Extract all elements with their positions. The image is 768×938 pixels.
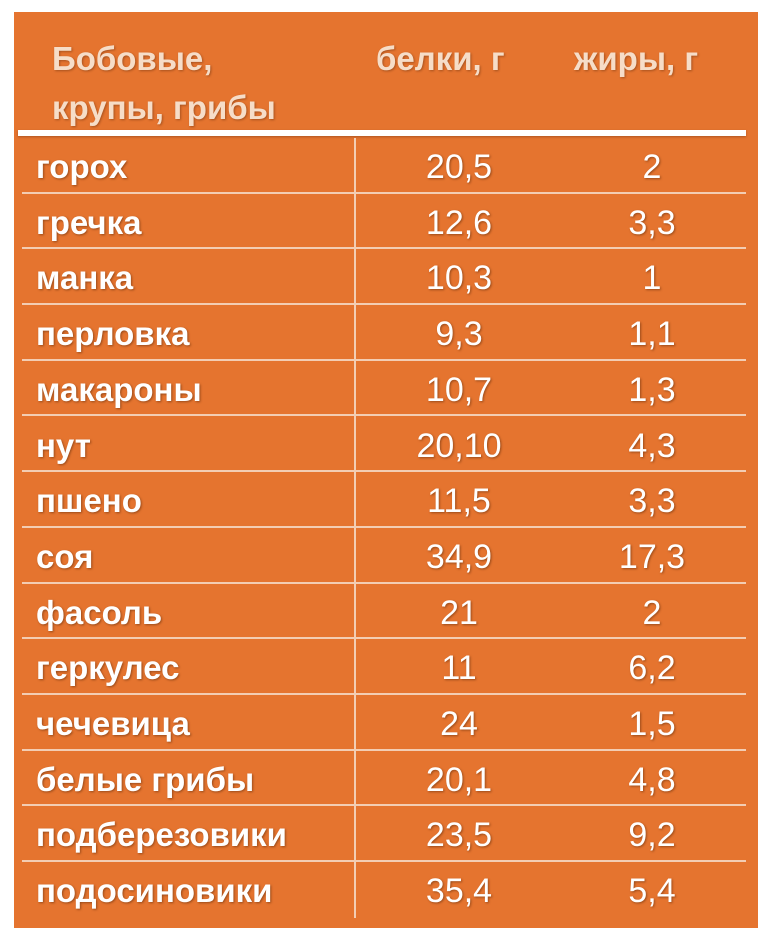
table-row: нут 20,10 4,3 — [22, 417, 746, 473]
cell-fat: 2 — [642, 148, 662, 186]
cell-name: соя — [36, 537, 94, 575]
cell-name: манка — [36, 259, 134, 297]
table-row: горох 20,5 2 — [22, 138, 746, 194]
table-header: Бобовые, крупы, грибы белки, г жиры, г — [14, 12, 758, 132]
cell-protein: 24 — [440, 705, 478, 743]
cell-name: перловка — [36, 315, 190, 353]
cell-fat: 1,5 — [628, 705, 676, 743]
row-separator — [22, 358, 746, 361]
header-protein: белки, г — [376, 40, 505, 77]
cell-protein: 11 — [441, 649, 477, 688]
cell-fat: 3,3 — [628, 203, 676, 242]
cell-protein: 20,5 — [425, 148, 493, 186]
table-row: подосиновики 35,4 5,4 — [22, 862, 746, 918]
table-row: чечевица 24 1,5 — [22, 695, 746, 751]
cell-protein: 10,7 — [425, 370, 493, 409]
cell-name: пшено — [36, 482, 142, 520]
row-separator — [22, 581, 746, 584]
cell-protein: 34,9 — [425, 537, 493, 576]
nutrition-table-card: Бобовые, крупы, грибы белки, г жиры, г г… — [14, 12, 758, 928]
cell-name: чечевица — [36, 705, 190, 742]
header-divider — [18, 130, 746, 136]
row-separator — [22, 247, 746, 250]
cell-fat: 17,3 — [618, 537, 686, 576]
cell-protein: 21 — [440, 593, 478, 632]
cell-protein: 20,1 — [425, 760, 493, 799]
cell-fat: 4,3 — [628, 426, 676, 465]
cell-protein: 9,3 — [435, 315, 483, 354]
cell-protein: 35,4 — [425, 872, 493, 911]
cell-name: макароны — [36, 370, 202, 408]
table-row: геркулес 11 6,2 — [22, 639, 746, 695]
table-row: соя 34,9 17,3 — [22, 528, 746, 584]
cell-name: гречка — [36, 203, 142, 241]
row-separator — [22, 191, 746, 194]
cell-fat: 2 — [642, 593, 662, 632]
row-separator — [22, 804, 746, 807]
cell-fat: 9,2 — [628, 816, 676, 855]
cell-name: белые грибы — [36, 760, 255, 798]
cell-protein: 12,6 — [425, 203, 493, 242]
table-row: подберезовики 23,5 9,2 — [22, 806, 746, 863]
cell-protein: 23,5 — [425, 816, 493, 855]
cell-name: подосиновики — [36, 872, 273, 910]
cell-fat: 1 — [642, 259, 662, 298]
row-separator — [22, 414, 746, 417]
table-body: горох 20,5 2 гречка 12,6 3,3 манка 10,3 1 перловк… — [14, 138, 758, 918]
cell-protein: 20,10 — [416, 426, 502, 465]
row-separator — [22, 303, 746, 306]
cell-name: фасоль — [36, 593, 163, 631]
cell-fat: 1,3 — [628, 370, 676, 409]
cell-name: горох — [36, 148, 128, 185]
column-divider — [354, 138, 356, 918]
cell-fat: 4,8 — [628, 760, 676, 799]
cell-fat: 6,2 — [628, 649, 676, 688]
table-row: пшено 11,5 3,3 — [22, 472, 746, 528]
cell-fat: 1,1 — [628, 315, 676, 354]
table-row: белые грибы 20,1 4,8 — [22, 751, 746, 807]
cell-name: подберезовики — [36, 816, 287, 854]
table-row: макароны 10,7 1,3 — [22, 361, 746, 417]
cell-name: нут — [36, 426, 91, 464]
table-row: фасоль 21 2 — [22, 584, 746, 640]
row-separator — [22, 860, 746, 863]
table-row: манка 10,3 1 — [22, 249, 746, 306]
table-row: гречка 12,6 3,3 — [22, 194, 746, 250]
row-separator — [22, 748, 746, 751]
cell-name: геркулес — [36, 649, 180, 687]
header-category: Бобовые, крупы, грибы — [52, 40, 276, 126]
cell-protein: 10,3 — [425, 259, 493, 298]
cell-fat: 5,4 — [628, 872, 676, 911]
cell-protein: 11,5 — [427, 482, 491, 521]
table-row: перловка 9,3 1,1 — [22, 305, 746, 361]
row-separator — [22, 525, 746, 528]
row-separator — [22, 637, 746, 640]
row-separator — [22, 692, 746, 695]
header-fat: жиры, г — [574, 40, 699, 77]
row-separator — [22, 470, 746, 473]
cell-fat: 3,3 — [628, 482, 676, 521]
